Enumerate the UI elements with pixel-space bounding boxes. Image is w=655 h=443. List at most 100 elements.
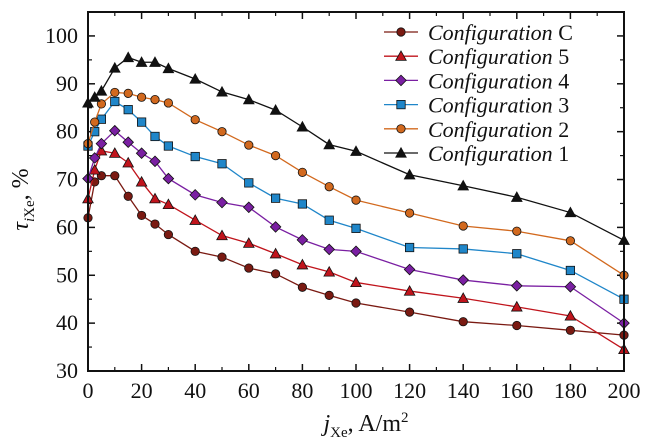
- y-tick-label: 80: [56, 119, 78, 144]
- data-point-triangle: [162, 62, 175, 74]
- data-point-triangle: [122, 51, 135, 63]
- data-point-circle: [244, 263, 254, 273]
- data-point-diamond: [88, 152, 101, 164]
- data-point-triangle: [350, 145, 362, 156]
- data-point-circle: [217, 252, 227, 262]
- data-point-triangle: [135, 175, 148, 187]
- data-point-triangle: [296, 258, 309, 270]
- data-point-circle: [458, 221, 468, 231]
- data-point-triangle: [135, 56, 148, 67]
- data-point-circle: [565, 325, 576, 335]
- data-point-circle: [137, 210, 147, 221]
- data-point-diamond: [269, 221, 282, 233]
- y-tick-label: 40: [56, 310, 78, 335]
- data-point-diamond: [296, 234, 309, 246]
- legend-entry: Configuration 1: [384, 141, 569, 166]
- data-point-diamond: [122, 136, 135, 149]
- data-point-square: [150, 131, 160, 142]
- data-point-diamond: [395, 74, 407, 87]
- data-point-square: [123, 105, 133, 115]
- data-point-diamond: [323, 243, 336, 256]
- legend-entry: Configuration 5: [384, 44, 569, 69]
- data-point-triangle: [216, 229, 228, 241]
- x-tick-label: 40: [184, 378, 206, 403]
- data-point-circle: [244, 140, 254, 150]
- data-point-square: [458, 244, 468, 254]
- data-point-triangle: [189, 214, 202, 225]
- x-tick-label: 120: [393, 378, 426, 403]
- data-point-circle: [351, 195, 361, 205]
- data-point-square: [190, 151, 200, 162]
- tick-labels: 0 20 40 60 80 100 120 140 160 180 200 30 40 50 60 70 80 9…: [45, 23, 641, 403]
- data-point-circle: [512, 226, 522, 236]
- y-tick-label: 100: [45, 23, 78, 48]
- data-point-circle: [270, 151, 281, 161]
- y-tick-label: 50: [56, 262, 78, 287]
- data-point-square: [244, 178, 254, 188]
- data-point-triangle: [242, 93, 255, 105]
- data-point-circle: [123, 191, 133, 201]
- data-point-triangle: [395, 146, 407, 158]
- x-tick-label: 60: [238, 378, 260, 403]
- data-point-diamond: [403, 263, 416, 276]
- data-point-square: [217, 159, 227, 169]
- data-point-circle: [163, 229, 173, 240]
- data-point-circle: [565, 236, 576, 246]
- data-point-diamond: [510, 279, 523, 292]
- data-point-triangle: [510, 300, 523, 312]
- x-tick-label: 180: [554, 378, 587, 403]
- x-tick-label: 20: [131, 378, 153, 403]
- data-point-triangle: [242, 237, 255, 248]
- data-point-circle: [404, 307, 415, 317]
- data-point-circle: [123, 88, 133, 98]
- legend-entry: Configuration 3: [384, 93, 569, 118]
- data-point-triangle: [269, 104, 282, 115]
- y-tick-label: 60: [56, 214, 78, 239]
- legend-label: Configuration 2: [428, 117, 569, 142]
- data-point-triangle: [108, 61, 121, 73]
- data-point-square: [565, 265, 576, 276]
- data-point-circle: [512, 320, 522, 331]
- data-point-triangle: [395, 50, 407, 61]
- data-point-circle: [351, 298, 361, 308]
- x-axis-label: jXe, A/m2: [320, 410, 408, 441]
- data-point-square: [512, 249, 522, 259]
- data-point-square: [324, 215, 334, 225]
- data-point-triangle: [350, 276, 362, 288]
- data-point-circle: [217, 127, 227, 137]
- y-tick-label: 90: [56, 71, 78, 96]
- series-5: [83, 87, 629, 280]
- data-point-triangle: [457, 179, 470, 191]
- plot-area-frame: [87, 11, 625, 372]
- data-point-square: [136, 117, 147, 127]
- legend-label: Configuration 3: [428, 93, 569, 118]
- data-point-square: [270, 193, 281, 203]
- data-point-circle: [96, 99, 107, 109]
- data-point-circle: [396, 124, 406, 134]
- data-point-triangle: [269, 247, 282, 259]
- data-point-square: [297, 199, 308, 209]
- x-tick-label: 0: [83, 378, 94, 403]
- series-1: [83, 171, 629, 340]
- legend-entry: Configuration 2: [384, 117, 569, 142]
- data-point-triangle: [403, 168, 416, 180]
- data-point-circle: [297, 282, 307, 292]
- data-point-square: [351, 223, 361, 233]
- data-point-triangle: [296, 120, 309, 132]
- data-point-circle: [324, 290, 334, 300]
- data-point-triangle: [149, 56, 161, 67]
- series-layer: [82, 51, 630, 355]
- data-point-square: [110, 96, 120, 107]
- data-point-diamond: [149, 155, 161, 168]
- data-point-square: [404, 242, 415, 253]
- data-point-circle: [163, 98, 173, 108]
- data-point-circle: [150, 219, 160, 229]
- data-point-triangle: [403, 284, 416, 296]
- data-point-circle: [110, 171, 120, 181]
- legend-label: Configuration C: [428, 20, 573, 45]
- data-point-diamond: [189, 189, 202, 201]
- data-point-circle: [150, 94, 160, 105]
- data-point-diamond: [350, 245, 362, 258]
- data-point-circle: [90, 117, 100, 127]
